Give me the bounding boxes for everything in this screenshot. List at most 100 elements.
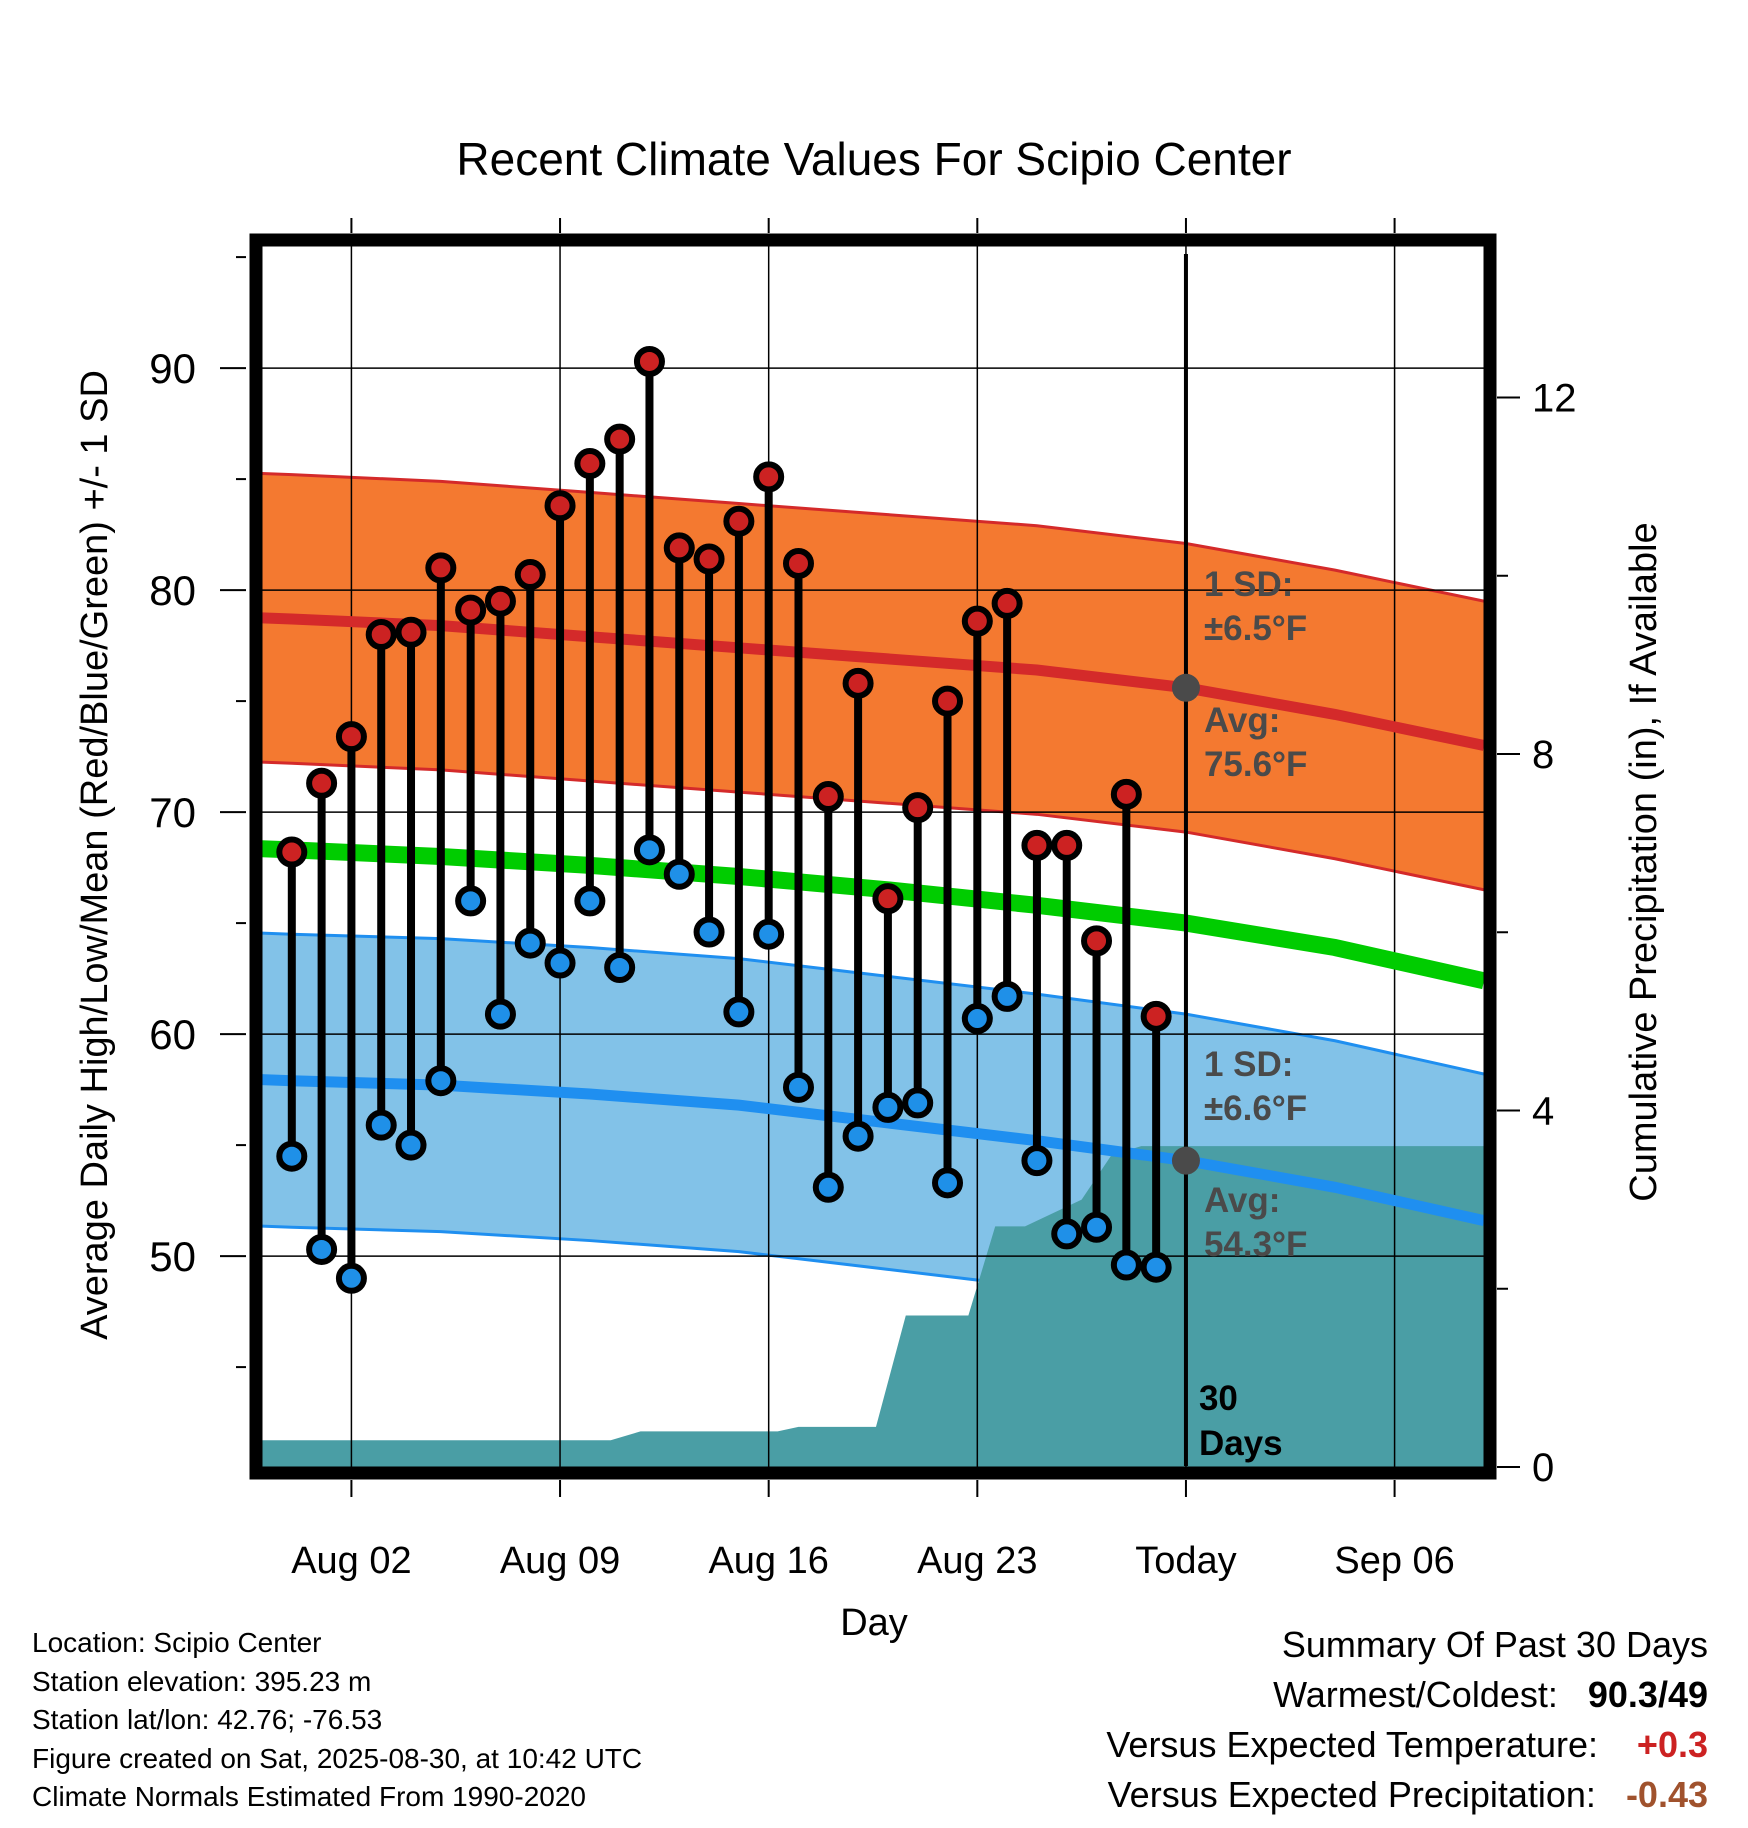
low-sd-label: 1 SD: <box>1204 1045 1293 1084</box>
y2-tick-label: 12 <box>1532 377 1577 421</box>
daily-high-point <box>991 587 1023 619</box>
daily-high-point <box>782 547 814 579</box>
daily-high-point <box>872 883 904 915</box>
x-tick-label: Aug 09 <box>500 1540 620 1582</box>
today-days-unit: Days <box>1199 1424 1283 1463</box>
high-avg-value: 75.6°F <box>1204 745 1308 784</box>
plot-frame <box>249 233 1497 1480</box>
y-tick-label: 50 <box>149 1233 196 1280</box>
x-tick-label: Aug 16 <box>708 1540 828 1582</box>
daily-high-point <box>1051 829 1083 861</box>
y2-axis-label: Cumulative Precipitation (in), If Availa… <box>1623 522 1665 1201</box>
daily-high-point <box>723 505 755 537</box>
today-low-average-point <box>1171 1146 1200 1175</box>
daily-high-point <box>1140 1000 1172 1032</box>
daily-low-point <box>842 1120 874 1152</box>
summary-panel: Summary Of Past 30 Days Warmest/Coldest:… <box>1106 1620 1708 1820</box>
latlon-text: Station lat/lon: 42.76; -76.53 <box>32 1704 383 1735</box>
summary-heading: Summary Of Past 30 Days <box>1281 1624 1708 1665</box>
today-days-count: 30 <box>1199 1379 1238 1418</box>
daily-low-point <box>276 1140 308 1172</box>
daily-low-point <box>633 834 665 866</box>
daily-high-point <box>961 605 993 637</box>
daily-high-point <box>753 461 785 493</box>
daily-high-point <box>484 585 516 617</box>
daily-low-point <box>574 885 606 917</box>
precipitation-area <box>262 1146 1484 1467</box>
y-tick-label: 70 <box>149 789 196 836</box>
daily-high-point <box>425 552 457 584</box>
y2-tick-label: 0 <box>1532 1446 1554 1490</box>
daily-high-point <box>1021 829 1053 861</box>
daily-high-point <box>574 448 606 480</box>
daily-high-point <box>335 721 367 753</box>
y2-tick-label: 8 <box>1532 733 1554 777</box>
warmest-coldest-row: Warmest/Coldest: 90.3/49 <box>1106 1670 1708 1720</box>
daily-high-point <box>812 781 844 813</box>
daily-low-point <box>306 1233 338 1265</box>
coldest-value: /49 <box>1657 1674 1708 1715</box>
precipitation-row: Versus Expected Precipitation: -0.43 <box>1106 1770 1708 1820</box>
daily-low-point <box>395 1129 427 1161</box>
y-tick-label: 80 <box>149 567 196 614</box>
daily-low-point <box>723 996 755 1028</box>
daily-low-point <box>1051 1218 1083 1250</box>
daily-low-point <box>902 1087 934 1119</box>
x-tick-label: Aug 23 <box>917 1540 1037 1582</box>
daily-high-point <box>902 792 934 824</box>
daily-high-point <box>306 767 338 799</box>
today-high-average-point <box>1171 673 1200 702</box>
elevation-text: Station elevation: 395.23 m <box>32 1665 372 1697</box>
daily-low-point <box>753 918 785 950</box>
daily-low-point <box>484 998 516 1030</box>
daily-low-point <box>335 1262 367 1294</box>
daily-high-point <box>1081 925 1113 957</box>
daily-low-point <box>514 927 546 959</box>
station-info: Location: Scipio Center Station elevatio… <box>32 1624 642 1817</box>
high-sd-label: 1 SD: <box>1204 565 1293 604</box>
low-sd-value: ±6.6°F <box>1204 1089 1307 1128</box>
daily-high-point <box>693 543 725 575</box>
daily-high-point <box>514 559 546 591</box>
daily-high-point <box>276 836 308 868</box>
temperature-value: +0.3 <box>1636 1724 1708 1765</box>
daily-high-point <box>633 345 665 377</box>
temperature-label: Versus Expected Temperature: <box>1106 1724 1598 1765</box>
mean-average-line <box>262 840 1484 990</box>
warmest-value: 90.3 <box>1587 1674 1658 1715</box>
precipitation-value: -0.43 <box>1625 1774 1708 1815</box>
high-avg-label: Avg: <box>1204 701 1280 740</box>
daily-low-point <box>1021 1145 1053 1177</box>
daily-low-point <box>932 1167 964 1199</box>
daily-high-point <box>1110 778 1142 810</box>
created-text: Figure created on Sat, 2025-08-30, at 10… <box>32 1742 643 1774</box>
high-average-line <box>262 612 1484 751</box>
daily-low-point <box>544 947 576 979</box>
daily-low-point <box>425 1065 457 1097</box>
low-average-line <box>262 1074 1484 1226</box>
low-avg-label: Avg: <box>1204 1181 1280 1220</box>
y-tick-label: 60 <box>149 1011 196 1058</box>
daily-low-point <box>1081 1211 1113 1243</box>
warmest-coldest-value: 90.3/49 <box>1588 1670 1708 1720</box>
x-tick-label: Aug 02 <box>291 1540 411 1582</box>
daily-low-point <box>1110 1249 1142 1281</box>
daily-high-point <box>663 532 695 564</box>
daily-low-point <box>663 858 695 890</box>
y-axis-label: Average Daily High/Low/Mean (Red/Blue/Gr… <box>74 370 116 1340</box>
daily-high-point <box>365 619 397 650</box>
precipitation-label: Versus Expected Precipitation: <box>1107 1774 1596 1815</box>
warmest-coldest-label: Warmest/Coldest: <box>1273 1674 1558 1715</box>
daily-high-point <box>842 667 874 699</box>
daily-low-point <box>812 1171 844 1203</box>
daily-low-point <box>604 952 636 983</box>
daily-high-point <box>395 616 427 648</box>
x-tick-label: Today <box>1135 1540 1236 1582</box>
daily-high-point <box>604 423 636 455</box>
y-tick-label: 90 <box>149 345 196 392</box>
daily-low-point <box>782 1071 814 1103</box>
daily-low-point <box>365 1109 397 1141</box>
high-sd-upper-edge <box>262 472 1484 603</box>
normals-text: Climate Normals Estimated From 1990-2020 <box>32 1781 586 1812</box>
